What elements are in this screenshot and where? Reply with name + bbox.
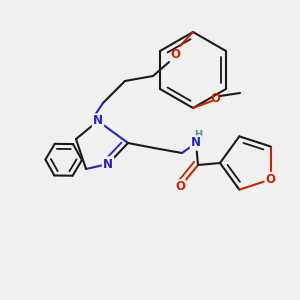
Text: O: O bbox=[266, 173, 276, 186]
Text: O: O bbox=[170, 47, 180, 61]
Text: O: O bbox=[210, 92, 220, 104]
Text: N: N bbox=[103, 158, 113, 170]
Text: O: O bbox=[175, 181, 185, 194]
Text: N: N bbox=[191, 136, 201, 149]
Text: N: N bbox=[93, 115, 103, 128]
Text: H: H bbox=[194, 130, 202, 140]
